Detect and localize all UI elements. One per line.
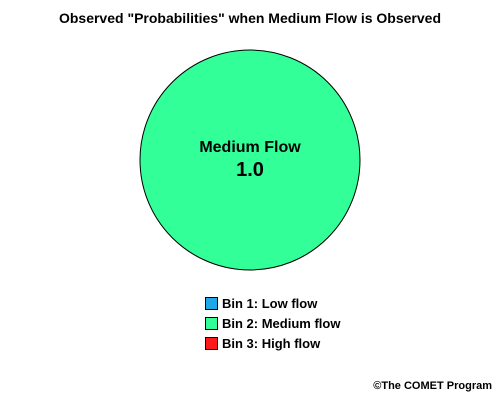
legend-swatch (205, 316, 218, 330)
slice-label-name: Medium Flow (199, 139, 301, 156)
pie-slice-2 (139, 49, 361, 271)
slice-label-value: 1.0 (236, 159, 264, 181)
legend-label: Bin 2: Medium flow (222, 315, 341, 331)
legend-item: Bin 2: Medium flow (205, 313, 340, 333)
pie-chart: Medium Flow 1.0 (139, 49, 361, 271)
legend-label: Bin 3: High flow (222, 335, 321, 351)
legend-swatch (205, 296, 218, 310)
legend-label: Bin 1: Low flow (222, 295, 318, 311)
pie-slice-labels: Medium Flow 1.0 (199, 139, 301, 181)
chart-title: Observed "Probabilities" when Medium Flo… (58, 10, 442, 26)
chart-legend: Bin 1: Low flow Bin 2: Medium flow Bin 3: … (205, 293, 340, 353)
pie-slices (139, 49, 361, 271)
legend-item: Bin 1: Low flow (205, 293, 340, 313)
legend-item: Bin 3: High flow (205, 333, 340, 353)
copyright-credit: ©The COMET Program (373, 380, 492, 392)
legend-swatch (205, 336, 218, 350)
